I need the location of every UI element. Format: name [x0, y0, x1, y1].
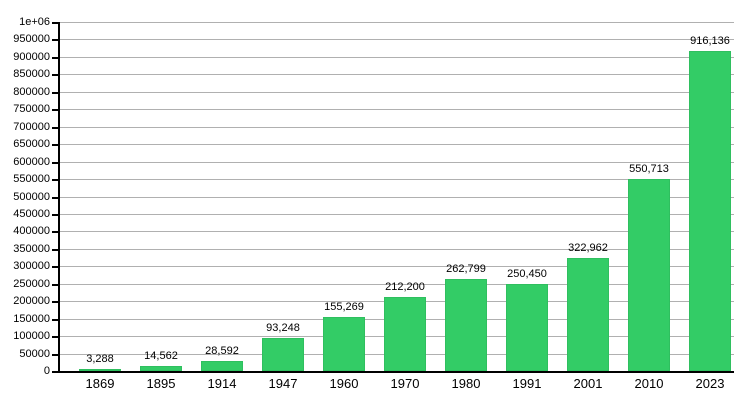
y-tick-label: 200000 [13, 295, 50, 307]
x-tick-label: 1869 [85, 376, 115, 391]
gridline [60, 127, 734, 128]
y-tick-label: 600000 [13, 156, 50, 168]
x-tick-label: 1980 [451, 376, 481, 391]
y-tick-mark [52, 319, 60, 321]
bar-value-label: 3,288 [86, 353, 114, 365]
bar-value-label: 28,592 [205, 345, 239, 357]
bar-value-label: 550,713 [629, 163, 669, 175]
gridline [60, 284, 734, 285]
y-tick-mark [52, 336, 60, 338]
y-tick-label: 550000 [13, 173, 50, 185]
y-tick-mark [52, 266, 60, 268]
y-tick-label: 250000 [13, 278, 50, 290]
gridline [60, 57, 734, 58]
bar-1960 [323, 317, 365, 371]
y-tick-mark [52, 92, 60, 94]
y-tick-label: 50000 [19, 348, 50, 360]
bar-1869 [79, 369, 121, 371]
bar-value-label: 322,962 [568, 242, 608, 254]
bar-1895 [140, 366, 182, 371]
y-tick-label: 650000 [13, 138, 50, 150]
y-tick-mark [52, 214, 60, 216]
y-tick-label: 400000 [13, 225, 50, 237]
y-tick-label: 100000 [13, 330, 50, 342]
gridline [60, 249, 734, 250]
bar-2023 [689, 51, 731, 371]
gridline [60, 197, 734, 198]
bar-value-label: 262,799 [446, 263, 486, 275]
y-tick-label: 150000 [13, 313, 50, 325]
gridline [60, 92, 734, 93]
bar-2001 [567, 258, 609, 371]
y-tick-mark [52, 301, 60, 303]
bar-1991 [506, 284, 548, 371]
bar-value-label: 155,269 [324, 301, 364, 313]
y-tick-label: 800000 [13, 86, 50, 98]
x-tick-label: 1960 [329, 376, 359, 391]
y-tick-mark [52, 354, 60, 356]
x-tick-label: 1914 [207, 376, 237, 391]
bar-value-label: 14,562 [144, 350, 178, 362]
gridline [60, 22, 734, 23]
y-tick-label: 850000 [13, 68, 50, 80]
y-tick-mark [52, 57, 60, 59]
x-tick-label: 1947 [268, 376, 298, 391]
gridline [60, 179, 734, 180]
gridline [60, 214, 734, 215]
y-tick-label: 1e+06 [19, 16, 50, 28]
y-tick-mark [52, 249, 60, 251]
gridline [60, 231, 734, 232]
y-tick-mark [52, 371, 60, 373]
gridline [60, 74, 734, 75]
y-tick-mark [52, 144, 60, 146]
y-tick-mark [52, 127, 60, 129]
y-tick-label: 700000 [13, 121, 50, 133]
y-tick-mark [52, 162, 60, 164]
y-tick-mark [52, 39, 60, 41]
x-tick-label: 1895 [146, 376, 176, 391]
bar-value-label: 916,136 [690, 35, 730, 47]
y-tick-label: 950000 [13, 33, 50, 45]
y-tick-mark [52, 179, 60, 181]
y-tick-mark [52, 22, 60, 24]
bar-1914 [201, 361, 243, 371]
bar-value-label: 250,450 [507, 268, 547, 280]
plot-area [58, 22, 734, 373]
x-tick-label: 2010 [634, 376, 664, 391]
gridline [60, 109, 734, 110]
y-tick-mark [52, 197, 60, 199]
y-tick-label: 0 [43, 365, 50, 377]
y-tick-label: 300000 [13, 260, 50, 272]
gridline [60, 144, 734, 145]
bar-value-label: 93,248 [266, 322, 300, 334]
y-tick-label: 900000 [13, 51, 50, 63]
bar-value-label: 212,200 [385, 281, 425, 293]
gridline [60, 162, 734, 163]
bar-1980 [445, 279, 487, 371]
y-tick-mark [52, 109, 60, 111]
y-tick-label: 450000 [13, 208, 50, 220]
y-tick-mark [52, 74, 60, 76]
bar-1947 [262, 338, 304, 371]
y-tick-label: 750000 [13, 103, 50, 115]
bar-1970 [384, 297, 426, 371]
y-tick-mark [52, 231, 60, 233]
x-tick-label: 2023 [695, 376, 725, 391]
bar-2010 [628, 179, 670, 371]
x-tick-label: 2001 [573, 376, 603, 391]
y-tick-label: 350000 [13, 243, 50, 255]
gridline [60, 39, 734, 40]
y-tick-mark [52, 284, 60, 286]
x-tick-label: 1991 [512, 376, 542, 391]
x-tick-label: 1970 [390, 376, 420, 391]
y-tick-label: 500000 [13, 191, 50, 203]
gridline [60, 266, 734, 267]
